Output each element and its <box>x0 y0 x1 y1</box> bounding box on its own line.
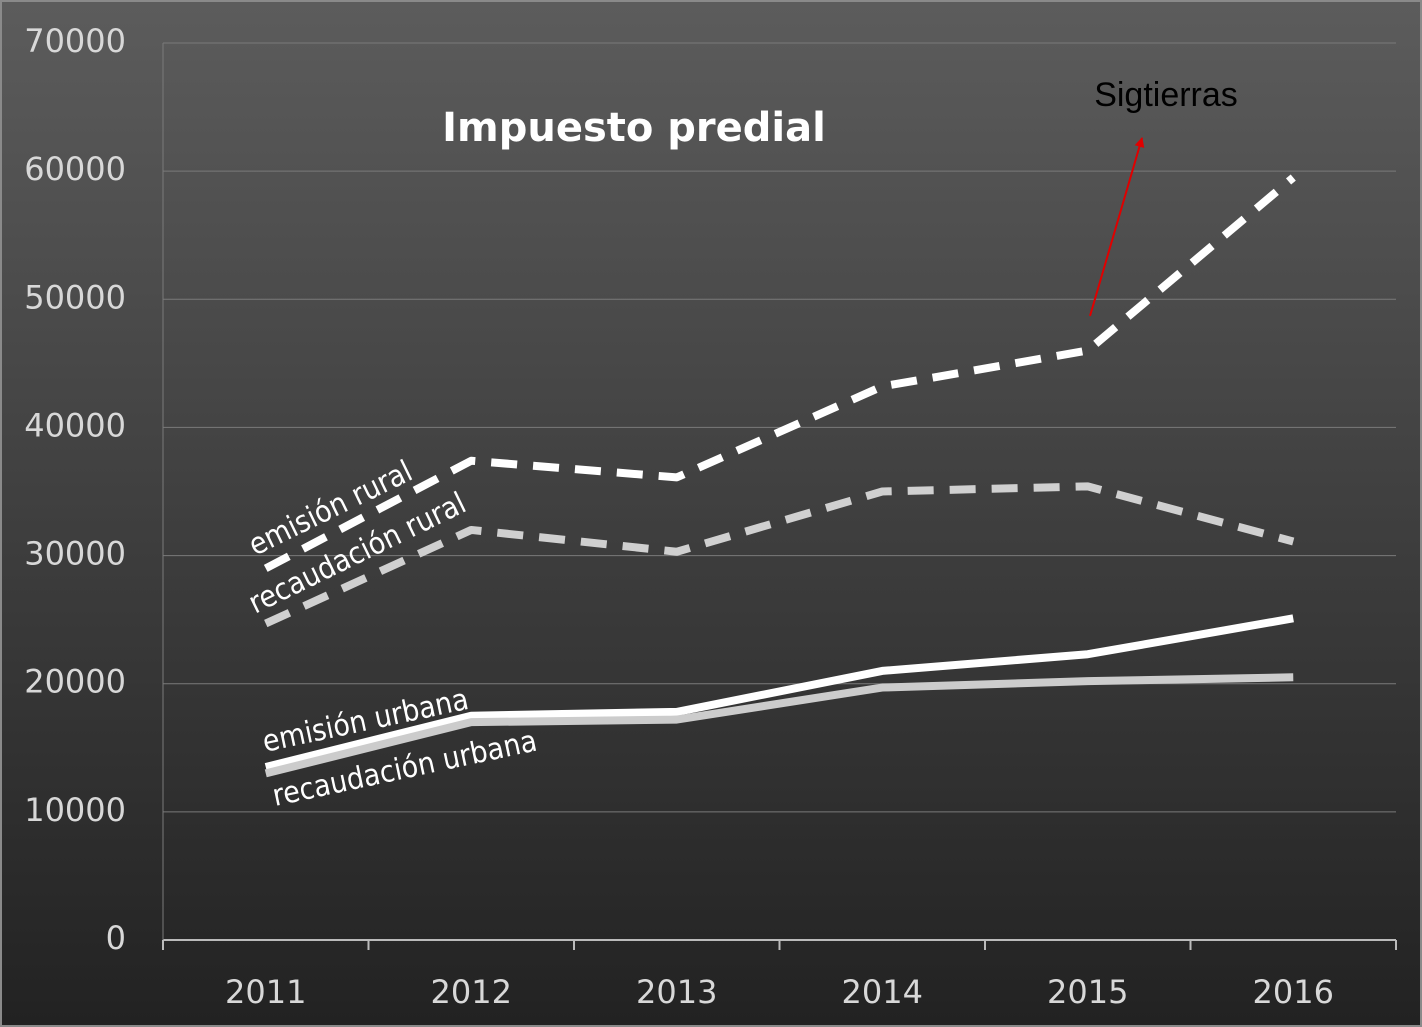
annotation-arrow <box>1089 137 1145 317</box>
y-tick-label: 70000 <box>24 22 126 60</box>
x-tick-label: 2014 <box>842 973 923 1011</box>
y-tick-label: 50000 <box>24 278 126 316</box>
x-tick-label: 2011 <box>225 973 306 1011</box>
chart-title: Impuesto predial <box>442 105 826 151</box>
y-tick-label: 0 <box>106 919 126 957</box>
series-line <box>263 174 1296 572</box>
y-tick-label: 30000 <box>24 535 126 573</box>
x-tick-label: 2015 <box>1047 973 1128 1011</box>
y-tick-label: 60000 <box>24 150 126 188</box>
x-tick-label: 2013 <box>636 973 717 1011</box>
series-line <box>264 614 1294 771</box>
y-tick-label: 10000 <box>24 791 126 829</box>
annotation: Sigtierras <box>1094 76 1238 114</box>
series-line <box>264 482 1295 628</box>
y-tick-label: 40000 <box>24 406 126 444</box>
y-tick-label: 20000 <box>24 663 126 701</box>
x-tick-label: 2016 <box>1253 973 1334 1011</box>
x-tick-label: 2012 <box>431 973 512 1011</box>
series-line <box>264 673 1294 778</box>
